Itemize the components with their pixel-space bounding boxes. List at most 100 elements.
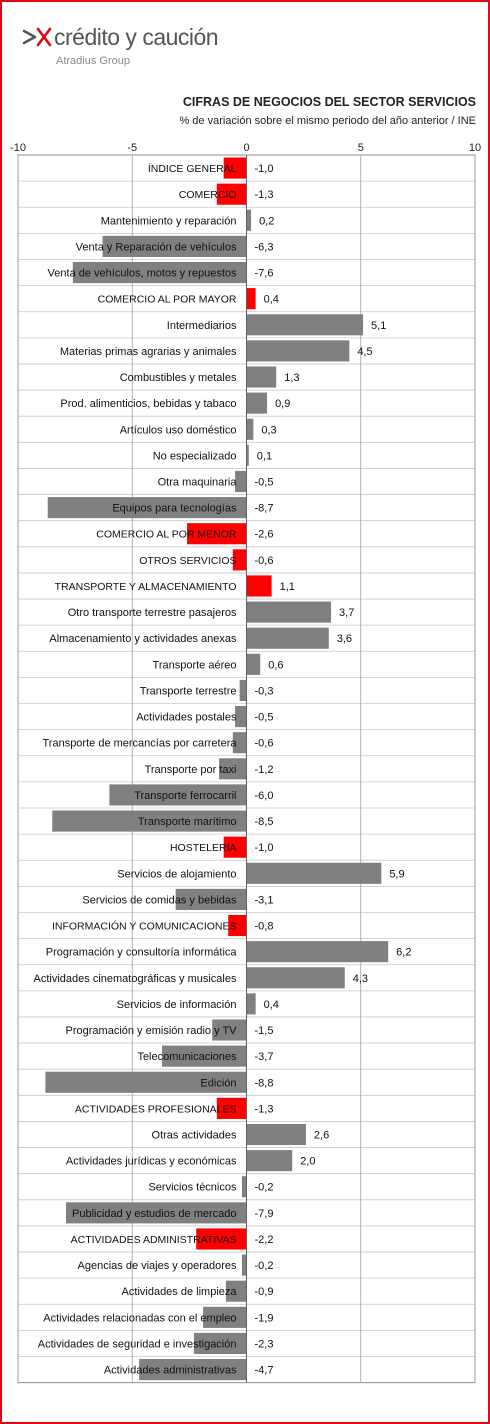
value-label: -0,5 [255,712,274,724]
value-label: -0,5 [255,477,274,489]
category-label: Transporte ferrocarril [134,790,236,802]
category-label: Mantenimiento y reparación [101,215,237,227]
bar [235,470,247,493]
x-tick-label: -10 [10,142,26,154]
category-label: ACTIVIDADES ADMINISTRATIVAS [71,1234,237,1246]
value-label: -2,3 [255,1338,274,1350]
bar [47,497,247,519]
category-label: Edición [200,1077,236,1089]
value-label: 1,1 [280,581,295,593]
bar [52,810,247,832]
value-label: -8,7 [255,503,274,515]
category-label: ACTIVIDADES PROFESIONALES [75,1103,237,1115]
bar [246,653,261,675]
value-label: 3,6 [337,633,352,645]
brand-logo-subtext: Atradius Group [56,55,130,67]
value-label: 6,2 [396,947,411,959]
value-label: 2,0 [300,1156,315,1168]
bar [246,1150,293,1172]
bar [239,679,247,702]
value-label: 0,4 [264,294,279,306]
value-label: -0,6 [255,555,274,567]
category-label: Agencias de viajes y operadores [78,1260,237,1272]
value-label: -0,6 [255,738,274,750]
chart-subtitle: % de variación sobre el mismo periodo de… [179,115,476,127]
value-label: -4,7 [255,1365,274,1377]
x-tick-label: -5 [127,142,137,154]
bar [246,627,329,649]
bar [246,1123,306,1146]
category-label: Prod. alimenticios, bebidas y tabaco [60,398,236,410]
bar [246,314,364,336]
bar [216,1097,247,1119]
value-label: 0,6 [268,659,283,671]
bar [232,549,247,571]
bar [246,392,268,414]
bar [219,758,247,780]
value-label: -8,8 [255,1077,274,1089]
bar [246,941,389,963]
category-label: Servicios técnicos [148,1182,237,1194]
arrow-x-icon [22,27,52,47]
category-label: Actividades administrativas [104,1365,237,1377]
category-label: Otras actividades [152,1130,237,1142]
value-label: -2,2 [255,1234,274,1246]
bar [102,235,247,257]
bar [246,444,249,466]
category-label: INFORMACIÓN Y COMUNICACIONES [52,920,237,933]
x-tick-label: 0 [243,142,249,154]
chart-title: CIFRAS DE NEGOCIOS DEL SECTOR SERVICIOS [182,95,476,109]
category-label: Actividades de seguridad e investigación [38,1338,237,1350]
bar [216,183,247,205]
bar [246,209,252,231]
value-label: -1,0 [255,842,274,854]
bar [246,288,256,310]
value-label: -0,3 [255,685,274,697]
value-label: 5,9 [389,868,404,880]
category-label: Combustibles y metales [120,372,237,384]
bar [246,993,256,1015]
category-label: Telecomunicaciones [137,1051,237,1063]
bar [65,1202,247,1224]
category-label: Intermediarios [167,320,237,332]
value-label: -7,6 [255,268,274,280]
category-label: COMERCIO [179,189,237,201]
category-label: Servicios de alojamiento [117,868,236,880]
category-label: Artículos uso doméstico [120,424,237,436]
category-label: COMERCIO AL POR MENOR [96,529,237,541]
bar [203,1306,247,1328]
bar [193,1332,247,1355]
bar [246,366,277,388]
category-label: Actividades postales [136,712,237,724]
category-label: Equipos para tecnologías [112,503,237,515]
bar [228,914,247,937]
category-label: Almacenamiento y actividades anexas [49,633,237,645]
bar [246,340,350,362]
category-label: Transporte marítimo [138,816,237,828]
value-label: -0,8 [255,921,274,933]
bar [235,706,247,728]
value-label: 0,3 [261,424,276,436]
category-label: ÍNDICE GENERAL [148,162,237,175]
value-label: -3,1 [255,894,274,906]
value-label: -1,0 [255,163,274,175]
bar [109,784,247,806]
category-label: Programación y consultoría informática [46,947,238,959]
value-label: 4,3 [353,973,368,985]
value-label: -3,7 [255,1051,274,1063]
value-label: 0,2 [259,215,274,227]
value-label: -1,3 [255,189,274,201]
category-label: OTROS SERVICIOS [139,555,236,567]
bar [175,888,247,910]
category-label: Actividades jurídicas y económicas [66,1156,237,1168]
value-label: 0,4 [264,999,279,1011]
bar [246,967,345,989]
value-label: -1,5 [255,1025,274,1037]
bar [232,732,247,754]
bar [225,1280,247,1302]
value-label: 2,6 [314,1130,329,1142]
bar [72,261,247,284]
bar [246,418,254,440]
value-label: -0,2 [255,1260,274,1272]
value-label: -7,9 [255,1208,274,1220]
